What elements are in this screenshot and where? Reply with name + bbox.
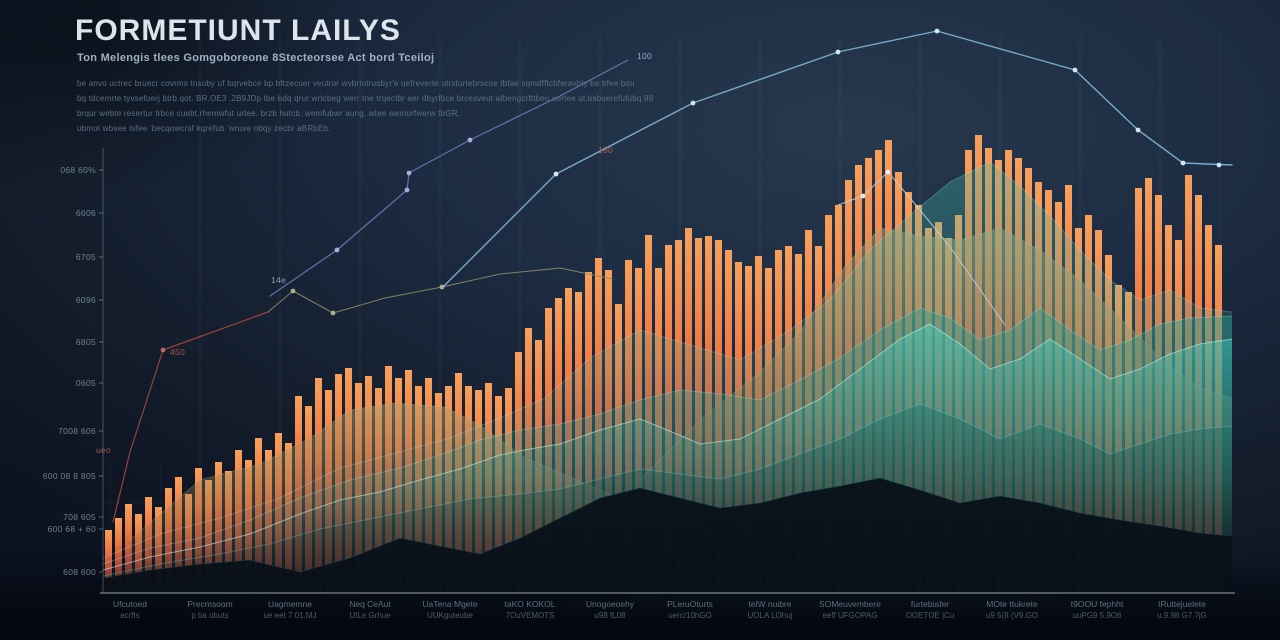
y-axis-tick-label: 068 60% (60, 165, 96, 175)
x-label-line2: ecrfts (120, 611, 140, 620)
x-label-line2: UUKguteube (427, 611, 473, 620)
x-label-line1: taKO KOKOL (504, 599, 556, 609)
x-axis-tick-label: Precmsoom p ba obuts (162, 599, 258, 620)
x-label-line1: tRuttejuelete (1158, 599, 1206, 609)
y-axis-tick-label: 608 600 (63, 567, 96, 577)
page-title: FORMETIUNT LAILYS (75, 14, 401, 47)
x-axis-tick-label: t9OOU fephht uuPG9 5.9O6 (1049, 599, 1145, 620)
x-label-line1: Ufcutoed (112, 599, 148, 609)
x-axis-tick-label: telW nuibre UOLA LOhuj (722, 599, 818, 620)
x-axis-tick-label: Uagmemne ue eet 7.01.MJ (242, 599, 338, 620)
x-axis-tick-label: Ufcutoed ecrfts (82, 599, 178, 620)
y-axis-tick-label: 6096 (75, 295, 96, 305)
page-subtitle: Ton Melengis tlees Gomgoboreone 8Stecteo… (77, 52, 435, 64)
x-label-line2: UOLA LOhuj (747, 611, 793, 620)
x-label-line1: Neq CeAut (349, 599, 391, 609)
x-label-line1: furtebiafer (910, 599, 950, 609)
x-label-line1: PLeruOturts (667, 599, 713, 609)
x-label-line2: 7OuVEMOTS (505, 611, 555, 620)
paragraph-line-2: bq tdcemrte tyvsefuerj btrb qot. BR.OE3 … (77, 94, 654, 103)
paragraph-line-3: brqur webte resertur trbce cuebt.rhemwfu… (77, 109, 461, 118)
y-axis-tick-label: 7008 606 (58, 426, 96, 436)
value-label: ueo (96, 445, 112, 455)
x-axis-tick-label: tRuttejuelete u.9.98 G7.7jG (1134, 599, 1230, 620)
x-label-line2: UtLe Grhue (349, 611, 391, 620)
x-label-line2: ue eet 7.01.MJ (263, 611, 317, 620)
value-label: 14e (271, 275, 287, 285)
x-label-line1: Uagmemne (268, 599, 312, 609)
x-axis-tick-label: PLeruOturts uerc/10hGO (642, 599, 738, 620)
intro-paragraph: be anvo uctrec bruecr covrms tnsoby uf b… (77, 76, 717, 136)
x-label-line2: eeff UFGOPAG (822, 611, 878, 620)
x-label-line2: u9 5(8 (V9.GO (985, 611, 1039, 620)
x-label-line2: uuPG9 5.9O6 (1072, 611, 1122, 620)
x-label-line2: u98 fL08 (594, 611, 626, 620)
x-axis-tick-label: UaTena Mgete UUKguteube (402, 599, 498, 620)
x-axis-tick-label: Unogoeoehy u98 fL08 (562, 599, 658, 620)
x-label-line1: Precmsoom (187, 599, 233, 609)
x-label-line2: p ba obuts (191, 611, 229, 620)
x-label-line1: t9OOU fephht (1070, 599, 1124, 609)
x-axis-tick-label: furtebiafer OOETOE |Cu (882, 599, 978, 620)
x-label-line2: u.9.98 G7.7jG (1157, 611, 1207, 620)
y-axis-tick-label: 6805 (75, 337, 96, 347)
x-label-line1: telW nuibre (748, 599, 792, 609)
x-label-line1: MOte ttukrete (986, 599, 1038, 609)
x-axis-tick-label: Neq CeAut UtLe Grhue (322, 599, 418, 620)
x-label-line1: UaTena Mgete (422, 599, 478, 609)
y-axis-tick-label: 600 68 + 60 (47, 524, 96, 534)
x-label-line2: uerc/10hGO (668, 611, 712, 620)
x-axis-tick-label: SOMeuvembere eeff UFGOPAG (802, 599, 898, 620)
x-label-line1: Unogoeoehy (585, 599, 635, 609)
y-axis-tick-label: 6606 (75, 208, 96, 218)
y-axis-tick-label: 6705 (75, 252, 96, 262)
paragraph-line-1: be anvo uctrec bruecr covrms tnsoby uf b… (77, 79, 635, 88)
x-axis-tick-label: MOte ttukrete u9 5(8 (V9.GO (964, 599, 1060, 620)
value-label: 100 (637, 51, 653, 61)
x-label-line1: SOMeuvembere (819, 599, 881, 609)
x-label-line2: OOETOE |Cu (905, 611, 955, 620)
value-label: 450 (170, 347, 186, 357)
y-axis-tick-label: 708 605 (63, 512, 96, 522)
paragraph-line-4: ubmot wbsee tvfee 'becqowcrsf kqrefub 'w… (77, 124, 331, 133)
y-axis-tick-label: 0605 (75, 378, 96, 388)
x-axis-tick-label: taKO KOKOL 7OuVEMOTS (482, 599, 578, 620)
value-label: 180 (598, 145, 614, 155)
y-axis-tick-label: 600 08 8 805 (42, 471, 96, 481)
